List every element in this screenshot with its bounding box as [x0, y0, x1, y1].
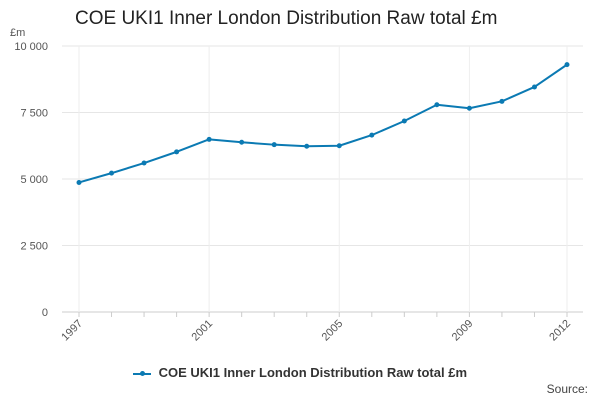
data-point — [206, 136, 212, 142]
x-tick-label: 2012 — [547, 318, 573, 344]
data-point — [239, 139, 245, 145]
y-tick-label: 2 500 — [20, 241, 48, 253]
data-point — [174, 149, 180, 155]
y-tick-label: 7 500 — [20, 108, 48, 120]
y-tick-label: 0 — [42, 307, 48, 319]
data-point — [271, 142, 277, 148]
x-tick-label: 2005 — [320, 318, 346, 344]
data-point — [304, 143, 310, 149]
y-tick-label: 10 000 — [14, 41, 48, 53]
y-tick-label: 5 000 — [20, 174, 48, 186]
data-point — [564, 62, 570, 68]
data-point — [109, 170, 115, 176]
data-point — [336, 143, 342, 149]
data-point — [369, 132, 375, 138]
legend[interactable]: COE UKI1 Inner London Distribution Raw t… — [0, 365, 600, 380]
series-layer — [76, 62, 570, 185]
legend-label: COE UKI1 Inner London Distribution Raw t… — [158, 365, 468, 380]
chart-title: COE UKI1 Inner London Distribution Raw t… — [75, 8, 498, 29]
gridlines — [62, 45, 583, 313]
data-point — [141, 160, 147, 166]
data-point — [76, 179, 82, 185]
x-tick-label: 1997 — [59, 318, 85, 344]
data-point — [466, 105, 472, 111]
data-point — [499, 98, 505, 104]
data-point — [434, 102, 440, 108]
x-tick-label: 2001 — [189, 318, 215, 344]
y-axis-ticks: 0 2 500 5 000 7 500 10 000 — [14, 41, 48, 319]
data-point — [401, 118, 407, 124]
y-axis-unit-label: £m — [10, 27, 26, 39]
series-line — [78, 63, 568, 184]
source-label: Source: — [546, 382, 588, 396]
x-tick-label: 2009 — [450, 318, 476, 344]
data-point — [531, 84, 537, 90]
x-axis-ticks: 1997 2001 2005 2009 2012 — [59, 312, 573, 343]
legend-swatch — [132, 369, 151, 379]
